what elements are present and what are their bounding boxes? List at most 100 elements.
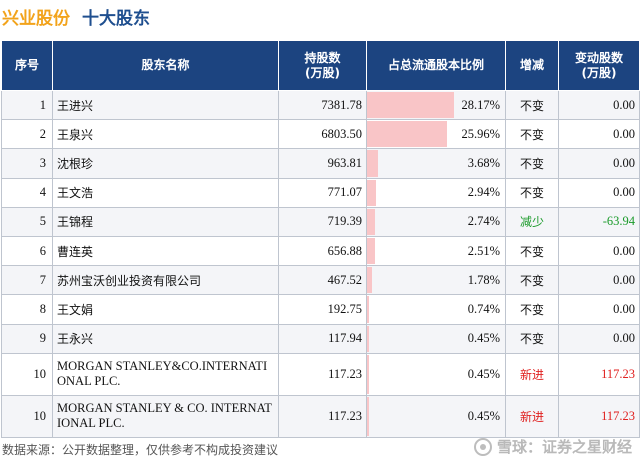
- rank-cell: 5: [1, 206, 53, 237]
- rank-cell: 8: [1, 294, 53, 325]
- delta-cell: 117.23: [558, 352, 640, 396]
- change-cell: 不变: [505, 265, 559, 296]
- ratio-cell: 0.45%: [366, 352, 506, 396]
- change-cell: 不变: [505, 119, 559, 150]
- column-header-rank: 序号: [1, 40, 53, 91]
- ratio-cell: 3.68%: [366, 148, 506, 179]
- column-header-change: 增减: [505, 40, 559, 91]
- rank-cell: 1: [1, 89, 53, 121]
- shareholder-name-cell: 王进兴: [52, 89, 279, 121]
- ratio-text: 3.68%: [467, 155, 500, 170]
- page-subtitle: 十大股东: [82, 8, 150, 29]
- ratio-text: 0.45%: [467, 366, 500, 381]
- data-source-note: 数据来源：公开数据整理，仅供参考不构成投资建议: [2, 443, 279, 457]
- page-title: 兴业股份 十大股东: [2, 3, 150, 29]
- shareholder-name-cell: MORGAN STANLEY&CO.INTERNATIONAL PLC.: [52, 352, 279, 396]
- delta-cell: 0.00: [558, 89, 640, 121]
- shares-cell: 656.88: [278, 235, 367, 267]
- ratio-text: 2.94%: [467, 185, 500, 200]
- table-row: 5 王锦程 719.39 2.74% 减少 -63.94: [1, 206, 640, 237]
- shareholder-name-cell: 曹连英: [52, 235, 279, 267]
- table-row: 2 王泉兴 6803.50 25.96% 不变 0.00: [1, 119, 640, 150]
- delta-cell: 0.00: [558, 265, 640, 296]
- ratio-cell: 25.96%: [366, 119, 506, 150]
- ratio-text: 1.78%: [467, 272, 500, 287]
- shareholder-name-cell: MORGAN STANLEY & CO. INTERNATIONAL PLC.: [52, 394, 279, 438]
- snowball-logo-icon: [473, 437, 492, 456]
- table-row: 10 MORGAN STANLEY&CO.INTERNATIONAL PLC. 11…: [1, 352, 640, 396]
- table-row: 9 王永兴 117.94 0.45% 不变 0.00: [1, 323, 640, 354]
- rank-cell: 6: [1, 235, 53, 267]
- watermark: 雪球：证券之星财经: [473, 436, 632, 457]
- shareholder-name-cell: 王永兴: [52, 323, 279, 354]
- shareholder-name-cell: 王文娟: [52, 294, 279, 325]
- rank-cell: 10: [1, 394, 53, 438]
- shares-cell: 771.07: [278, 177, 367, 208]
- shareholder-name-cell: 王锦程: [52, 206, 279, 237]
- delta-cell: 0.00: [558, 148, 640, 179]
- ratio-bar: [367, 396, 370, 436]
- column-header-delta: 变动股数 (万股): [558, 40, 640, 91]
- table-row: 10 MORGAN STANLEY & CO. INTERNATIONAL PLC…: [1, 394, 640, 438]
- ratio-bar: [367, 208, 376, 235]
- ratio-text: 0.74%: [467, 301, 500, 316]
- ratio-cell: 2.94%: [366, 177, 506, 208]
- change-cell: 不变: [505, 294, 559, 325]
- ratio-text: 28.17%: [461, 97, 500, 112]
- shares-cell: 117.23: [278, 352, 367, 396]
- ratio-bar: [367, 354, 370, 394]
- ratio-text: 2.51%: [467, 243, 500, 258]
- table-row: 8 王文娟 192.75 0.74% 不变 0.00: [1, 294, 640, 325]
- shares-cell: 117.23: [278, 394, 367, 438]
- ratio-bar: [367, 92, 454, 119]
- delta-cell: 0.00: [558, 323, 640, 354]
- change-cell: 不变: [505, 177, 559, 208]
- ratio-bar: [367, 325, 370, 352]
- ratio-text: 2.74%: [467, 214, 500, 229]
- rank-cell: 7: [1, 265, 53, 296]
- ratio-bar: [367, 121, 448, 148]
- watermark-text: 雪球：证券之星财经: [496, 438, 632, 456]
- shares-cell: 6803.50: [278, 119, 367, 150]
- ratio-cell: 1.78%: [366, 265, 506, 296]
- shares-cell: 467.52: [278, 265, 367, 296]
- ratio-bar: [367, 237, 375, 265]
- ratio-text: 0.45%: [467, 408, 500, 423]
- ratio-bar: [367, 296, 370, 323]
- table-row: 6 曹连英 656.88 2.51% 不变 0.00: [1, 235, 640, 267]
- rank-cell: 4: [1, 177, 53, 208]
- change-cell: 不变: [505, 89, 559, 121]
- delta-cell: 117.23: [558, 394, 640, 438]
- ratio-text: 25.96%: [461, 126, 500, 141]
- company-name: 兴业股份: [2, 8, 70, 29]
- table-row: 3 沈根珍 963.81 3.68% 不变 0.00: [1, 148, 640, 179]
- change-cell: 新进: [505, 394, 559, 438]
- rank-cell: 3: [1, 148, 53, 179]
- change-cell: 不变: [505, 235, 559, 267]
- shares-cell: 117.94: [278, 323, 367, 354]
- rank-cell: 9: [1, 323, 53, 354]
- change-cell: 不变: [505, 323, 559, 354]
- column-header-shares: 持股数 (万股): [278, 40, 367, 91]
- shareholder-name-cell: 王文浩: [52, 177, 279, 208]
- delta-cell: 0.00: [558, 177, 640, 208]
- shareholder-name-cell: 苏州宝沃创业投资有限公司: [52, 265, 279, 296]
- delta-cell: -63.94: [558, 206, 640, 237]
- ratio-cell: 0.45%: [366, 394, 506, 438]
- ratio-text: 0.45%: [467, 331, 500, 346]
- shares-cell: 963.81: [278, 148, 367, 179]
- shareholders-table: 序号 股东名称 持股数 (万股) 占总流通股本比例 增减 变动股数 (万股) 1…: [1, 40, 640, 438]
- ratio-cell: 0.45%: [366, 323, 506, 354]
- table-row: 1 王进兴 7381.78 28.17% 不变 0.00: [1, 89, 640, 121]
- shareholder-name-cell: 王泉兴: [52, 119, 279, 150]
- shares-cell: 192.75: [278, 294, 367, 325]
- ratio-cell: 28.17%: [366, 89, 506, 121]
- delta-cell: 0.00: [558, 119, 640, 150]
- table-header-row: 序号 股东名称 持股数 (万股) 占总流通股本比例 增减 变动股数 (万股): [1, 40, 640, 91]
- table-row: 4 王文浩 771.07 2.94% 不变 0.00: [1, 177, 640, 208]
- column-header-ratio: 占总流通股本比例: [366, 40, 506, 91]
- ratio-bar: [367, 150, 379, 177]
- shares-cell: 7381.78: [278, 89, 367, 121]
- change-cell: 不变: [505, 148, 559, 179]
- table-row: 7 苏州宝沃创业投资有限公司 467.52 1.78% 不变 0.00: [1, 265, 640, 296]
